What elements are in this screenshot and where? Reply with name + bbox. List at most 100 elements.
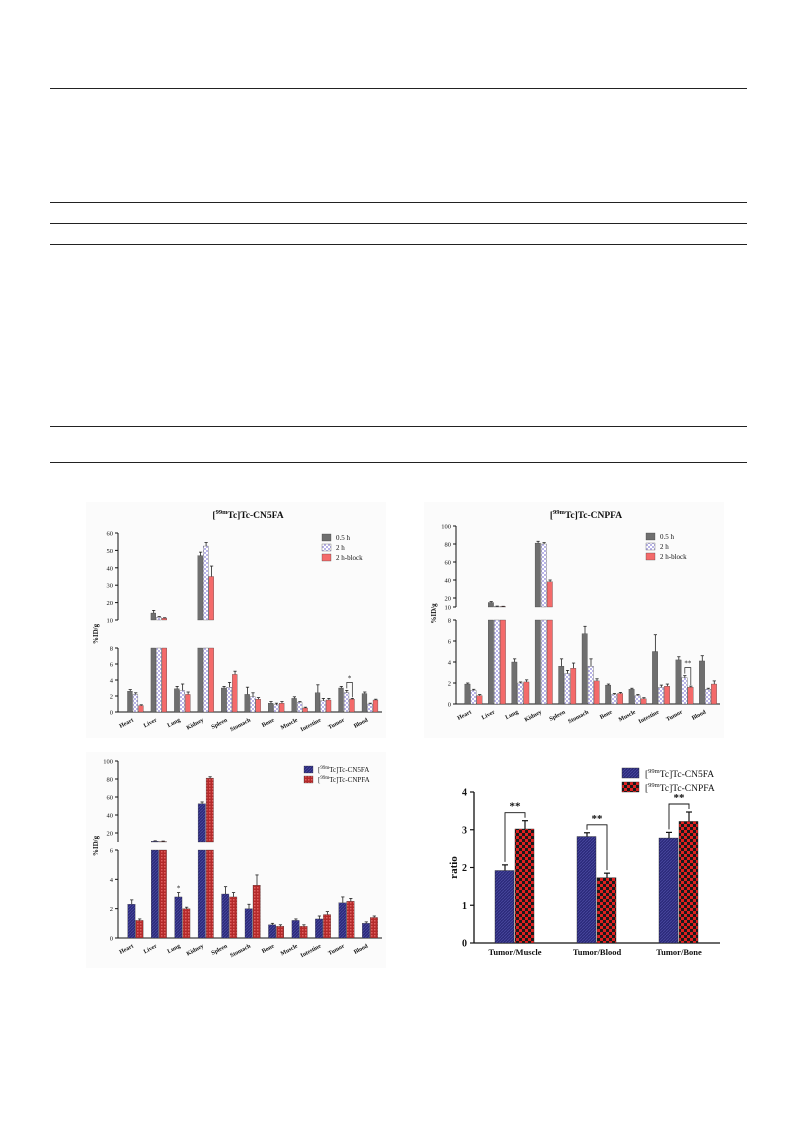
bar-stomach-series-2 [250,696,256,713]
bar-intestine-series-2 [323,914,331,939]
x-tick-label-heart: Heart [119,943,135,955]
bar-kidney-series-1-upper [197,555,203,621]
y-tick-label: 2 [462,863,467,874]
x-tick-label-tumor-bone: Tumor/Bone [656,947,702,957]
bar-kidney-series-1-lower [534,619,541,705]
x-tick-label-stomach: Stomach [229,943,252,959]
y-axis-label: %ID/g [92,623,100,644]
x-tick-label-tumor: Tumor [328,717,347,731]
legend-swatch [621,767,640,779]
y-tick-label: 100 [103,759,113,766]
y-tick-label: 4 [448,660,452,667]
bar-kidney-series-3-upper [208,576,214,621]
y-tick-label: 40 [107,813,114,820]
x-tick-label-bone: Bone [261,717,276,729]
bar-heart-series-2 [135,920,144,939]
legend-label: 2 h-block [336,554,363,562]
x-tick-label-liver: Liver [143,943,158,955]
significance-marker: ** [510,801,522,813]
bar-tumor-series-2 [343,692,350,713]
chart-title: [99mTc]Tc-CN5FA [212,509,283,521]
bar-heart-series-3 [476,695,483,705]
y-tick-label: 30 [107,583,114,590]
bar-kidney-series-2-upper [540,543,547,608]
bar-kidney-series-3-lower [208,647,214,713]
chart-svg: [99mTc]Tc-CNPFA 0 2 4 6 8 10 20 40 60 80 100 %ID/g He… [430,509,720,725]
y-tick-label: 8 [448,618,451,625]
bar-bone-series-1 [605,684,612,705]
x-tick-label-kidney: Kidney [186,717,205,731]
x-tick-label-spleen: Spleen [211,717,229,731]
x-tick-label-heart: Heart [119,717,135,729]
x-tick-label-blood: Blood [691,709,708,722]
significance-marker: * [348,674,352,682]
x-tick-label-blood: Blood [353,943,370,956]
bar-tumor-series-2 [346,901,355,939]
significance-bracket [668,803,690,830]
legend-label: [99mTc]Tc-CNPFA [318,776,370,784]
bar-lung-series-2 [517,682,524,705]
legend-text: Tc]Tc-CN5FA [660,770,715,780]
y-tick-label: 4 [462,788,467,799]
y-tick-label: 80 [445,542,452,549]
y-axis-label: ratio [448,856,460,879]
table-rule [50,426,747,427]
bar-kidney-series-1-lower [197,647,203,713]
bar-lung-series-3 [185,694,191,713]
y-tick-label: 0 [448,702,451,709]
x-tick-label-liver: Liver [143,717,158,729]
bar-liver-series-1-upper [150,612,156,621]
chart-svg: 01234ratio**Tumor/Muscle**Tumor/Blood**T… [448,767,720,957]
legend-bracket: [ [645,770,648,780]
bar-muscle-series-1 [291,698,297,713]
legend-swatch [303,775,314,784]
bar-tumor-bone-series-1 [658,837,679,944]
x-tick-label-tumor-muscle: Tumor/Muscle [488,947,541,957]
bar-heart-series-3 [138,705,144,713]
y-tick-label: 8 [110,646,113,653]
legend-swatch [645,542,656,551]
legend-swatch [645,532,656,541]
bar-muscle-series-1 [291,920,300,939]
y-tick-label: 6 [110,662,114,669]
legend-text: Tc]Tc-CN5FA [329,766,369,774]
bar-kidney-series-1-upper [197,803,206,843]
title-text: Tc]Tc-CNPFA [565,511,622,521]
bar-bone-series-1 [268,703,274,713]
x-tick-label-intestine: Intestine [300,717,323,733]
bar-stomach-series-2 [587,666,594,705]
legend-superscript: 99m [320,776,329,781]
bar-bone-series-1 [268,924,277,939]
bar-liver-series-1-lower [151,849,159,939]
title-bracket: [ [212,511,215,521]
legend-label: [99mTc]Tc-CNPFA [645,782,715,794]
bar-intestine-series-3 [664,685,670,705]
bar-spleen-series-3 [570,668,577,705]
y-tick-label: 40 [107,565,114,572]
bar-liver-series-1-upper [151,841,159,843]
bar-liver-series-2-upper [156,617,162,621]
legend-label: [99mTc]Tc-CN5FA [645,768,714,780]
legend-swatch [645,552,656,561]
significance-marker: * [177,885,181,893]
y-tick-label: 2 [110,694,113,701]
legend-text: Tc]Tc-CNPFA [660,784,715,794]
chart-svg: 0 2 4 6 20 40 60 80 100 %ID/g Heart Liver Lung * Kidne… [92,759,382,959]
bar-intestine-series-2 [320,700,326,713]
bar-bone-series-2 [611,694,618,705]
title-text: Tc]Tc-CN5FA [227,511,283,521]
legend-swatch [321,533,332,542]
legend-superscript: 99m [648,768,660,775]
legend-label: 2 h [336,544,345,552]
y-tick-label: 0 [110,936,113,943]
bar-tumor-series-3 [349,699,355,713]
title-bracket: [ [550,511,553,521]
y-axis-label: %ID/g [92,835,100,856]
legend-bracket: [ [645,784,648,794]
y-tick-label: 0 [462,939,467,950]
legend-bracket: [ [318,776,321,784]
x-tick-label-spleen: Spleen [549,709,567,723]
y-tick-label: 80 [107,777,114,784]
bar-heart-series-1 [127,904,136,939]
significance-bracket [504,812,526,862]
